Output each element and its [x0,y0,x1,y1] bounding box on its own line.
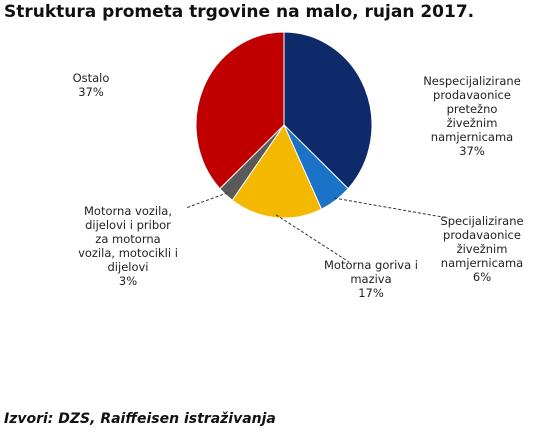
slice-label-line: namjernicama [441,256,523,270]
slice-label-5: Ostalo 37% [73,71,110,99]
leader-line-4 [185,192,228,209]
slice-label-line: Specijalizirane [440,214,523,228]
pie-slice-5 [195,31,285,190]
slice-value-label-2: 6% [473,270,491,284]
slice-label-line: dijelovi [108,260,149,274]
slice-label-line: maziva [350,272,391,286]
slice-label-line: Nespecijalizirane [423,74,521,88]
slice-value-label-4: 3% [119,274,137,288]
pie-slice-1 [283,31,373,190]
slice-label-3: Motorna goriva i maziva 17% [324,258,418,300]
slice-label-line: za motorna [95,232,160,246]
slice-value-label-5: 37% [78,85,104,99]
source-note: Izvori: DZS, Raiffeisen istraživanja [4,411,276,427]
slice-label-4: Motorna vozila, dijelovi i pribor za motor… [78,204,178,288]
chart-title: Struktura prometa trgovine na malo, ruja… [4,2,475,22]
pie-slice-3 [231,123,323,219]
slice-label-line: dijelovi i pribor [85,218,171,232]
pie-chart-svg: Nespecijalizirane prodavaonice pretežno živ… [73,31,524,300]
slice-label-line: živežnim [447,116,498,130]
pie-chart: Nespecijalizirane prodavaonice pretežno živ… [1,30,547,332]
slice-label-line: Motorna vozila, [84,204,172,218]
slice-label-line: prodavaonice [433,88,511,102]
slice-label-1: Nespecijalizirane prodavaonice pretežno živ… [423,74,521,158]
leader-line-3 [275,214,350,263]
leader-line-2 [334,197,449,219]
slice-label-line: prodavaonice [443,228,521,242]
slice-value-label-1: 37% [459,144,485,158]
slice-label-line: Ostalo [73,71,110,85]
slice-label-line: Motorna goriva i [324,258,418,272]
slice-label-2: Specijalizirane prodavaonice živežnim namje… [440,214,523,284]
slice-label-line: pretežno [447,102,498,116]
slice-label-line: živežnim [457,242,508,256]
slice-label-line: namjernicama [431,130,513,144]
slice-value-label-3: 17% [358,286,384,300]
slice-label-line: vozila, motocikli i [78,246,178,260]
